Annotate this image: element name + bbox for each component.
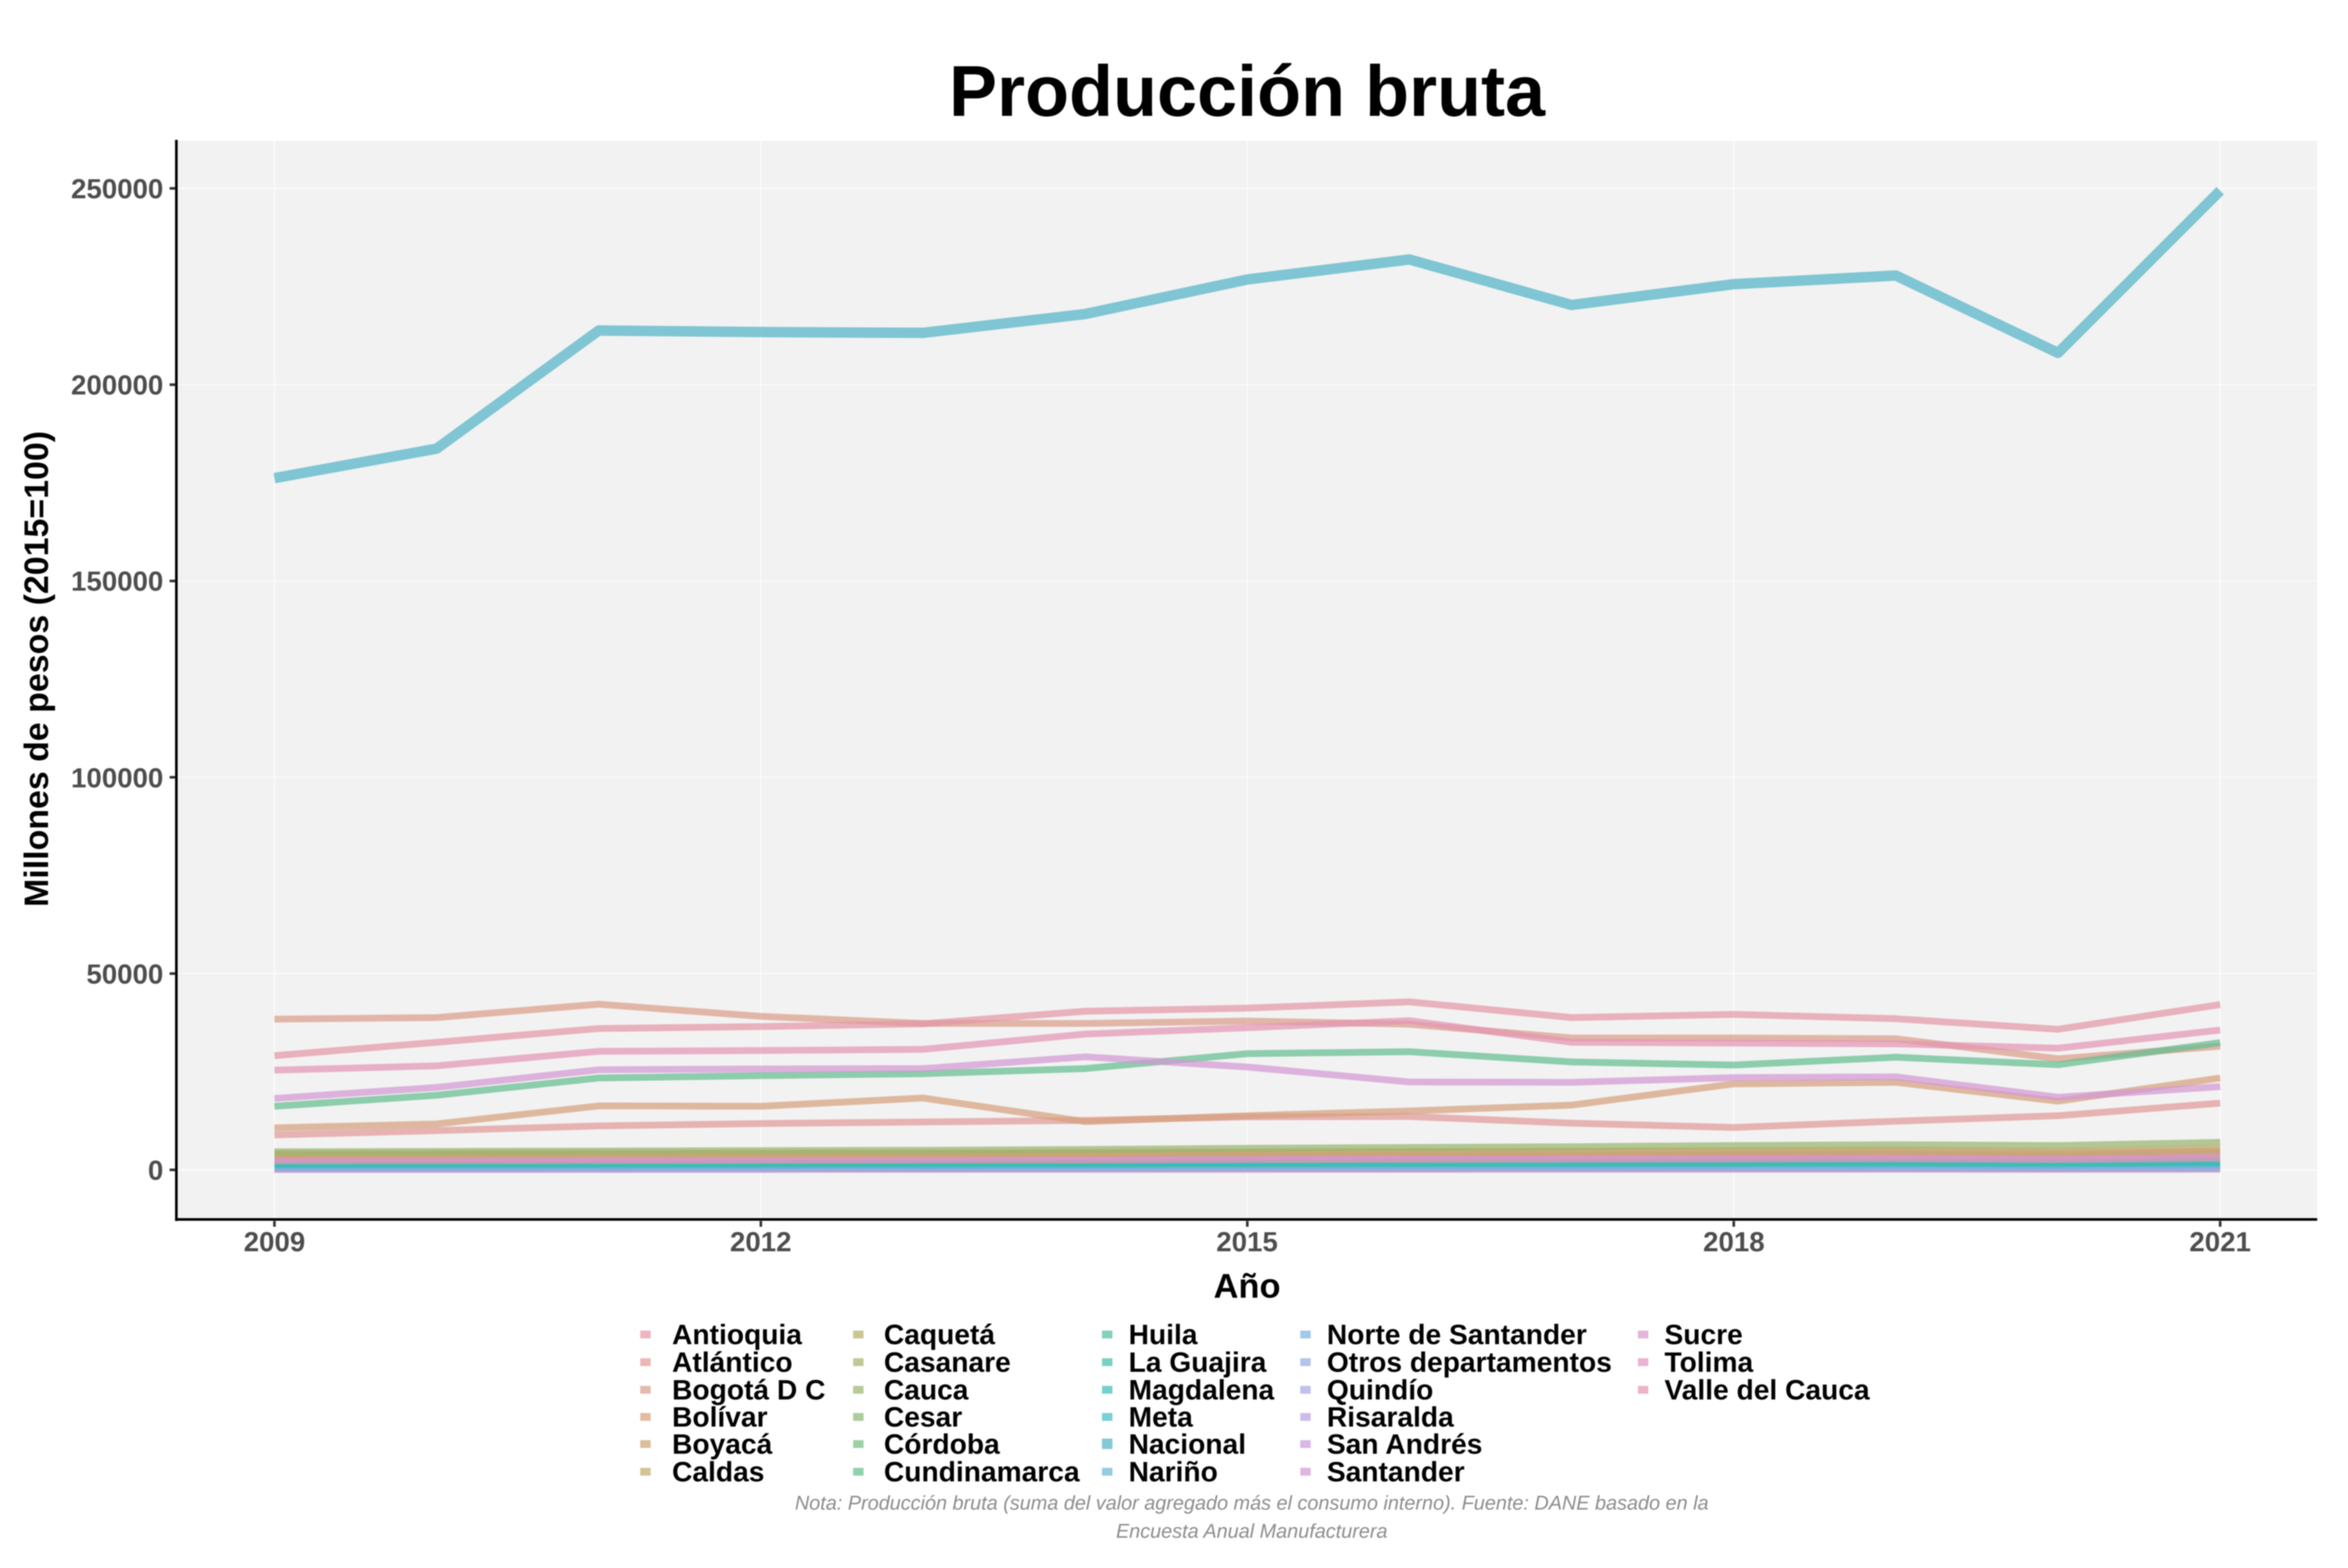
svg-text:Otros departamentos: Otros departamentos [1327,1347,1612,1378]
svg-text:Cundinamarca: Cundinamarca [884,1456,1080,1488]
svg-text:2021: 2021 [2189,1227,2251,1258]
svg-text:Quindío: Quindío [1327,1374,1433,1406]
svg-text:Caldas: Caldas [672,1456,764,1488]
svg-text:Producción bruta: Producción bruta [949,51,1546,131]
svg-text:Caquetá: Caquetá [884,1319,996,1350]
svg-text:2015: 2015 [1216,1227,1278,1258]
svg-text:Santander: Santander [1327,1456,1465,1488]
svg-text:La Guajira: La Guajira [1129,1347,1267,1378]
svg-text:Nariño: Nariño [1129,1456,1218,1488]
svg-text:Encuesta Anual Manufacturera: Encuesta Anual Manufacturera [1116,1521,1387,1542]
svg-text:150000: 150000 [71,566,163,597]
svg-text:Magdalena: Magdalena [1129,1374,1275,1406]
svg-text:250000: 250000 [71,174,163,205]
svg-text:100000: 100000 [71,763,163,794]
svg-text:Sucre: Sucre [1664,1319,1743,1350]
svg-text:Casanare: Casanare [884,1347,1011,1378]
svg-text:Bolívar: Bolívar [672,1402,768,1433]
svg-text:50000: 50000 [87,959,163,990]
svg-text:Córdoba: Córdoba [884,1429,1000,1460]
svg-text:Huila: Huila [1129,1319,1198,1350]
svg-text:2012: 2012 [730,1227,792,1258]
svg-text:2018: 2018 [1703,1227,1765,1258]
svg-text:200000: 200000 [71,370,163,401]
svg-text:Nota: Producción bruta (suma d: Nota: Producción bruta (suma del valor a… [795,1492,1708,1514]
svg-text:Atlántico: Atlántico [672,1347,793,1378]
svg-text:Tolima: Tolima [1664,1347,1754,1378]
svg-text:2009: 2009 [244,1227,305,1258]
svg-text:Cesar: Cesar [884,1402,962,1433]
svg-text:Risaralda: Risaralda [1327,1402,1454,1433]
svg-text:Valle del Cauca: Valle del Cauca [1664,1374,1870,1406]
svg-text:Antioquia: Antioquia [672,1319,802,1350]
svg-text:Nacional: Nacional [1129,1429,1246,1460]
svg-text:Boyacá: Boyacá [672,1429,773,1460]
svg-text:Meta: Meta [1129,1402,1193,1433]
svg-text:Millones de pesos (2015=100): Millones de pesos (2015=100) [17,431,55,907]
svg-text:Cauca: Cauca [884,1374,969,1406]
svg-text:0: 0 [148,1155,163,1186]
svg-text:Norte de Santander: Norte de Santander [1327,1319,1587,1350]
svg-text:Año: Año [1214,1266,1280,1305]
svg-text:Bogotá D C: Bogotá D C [672,1374,825,1406]
svg-text:San Andrés: San Andrés [1327,1429,1482,1460]
